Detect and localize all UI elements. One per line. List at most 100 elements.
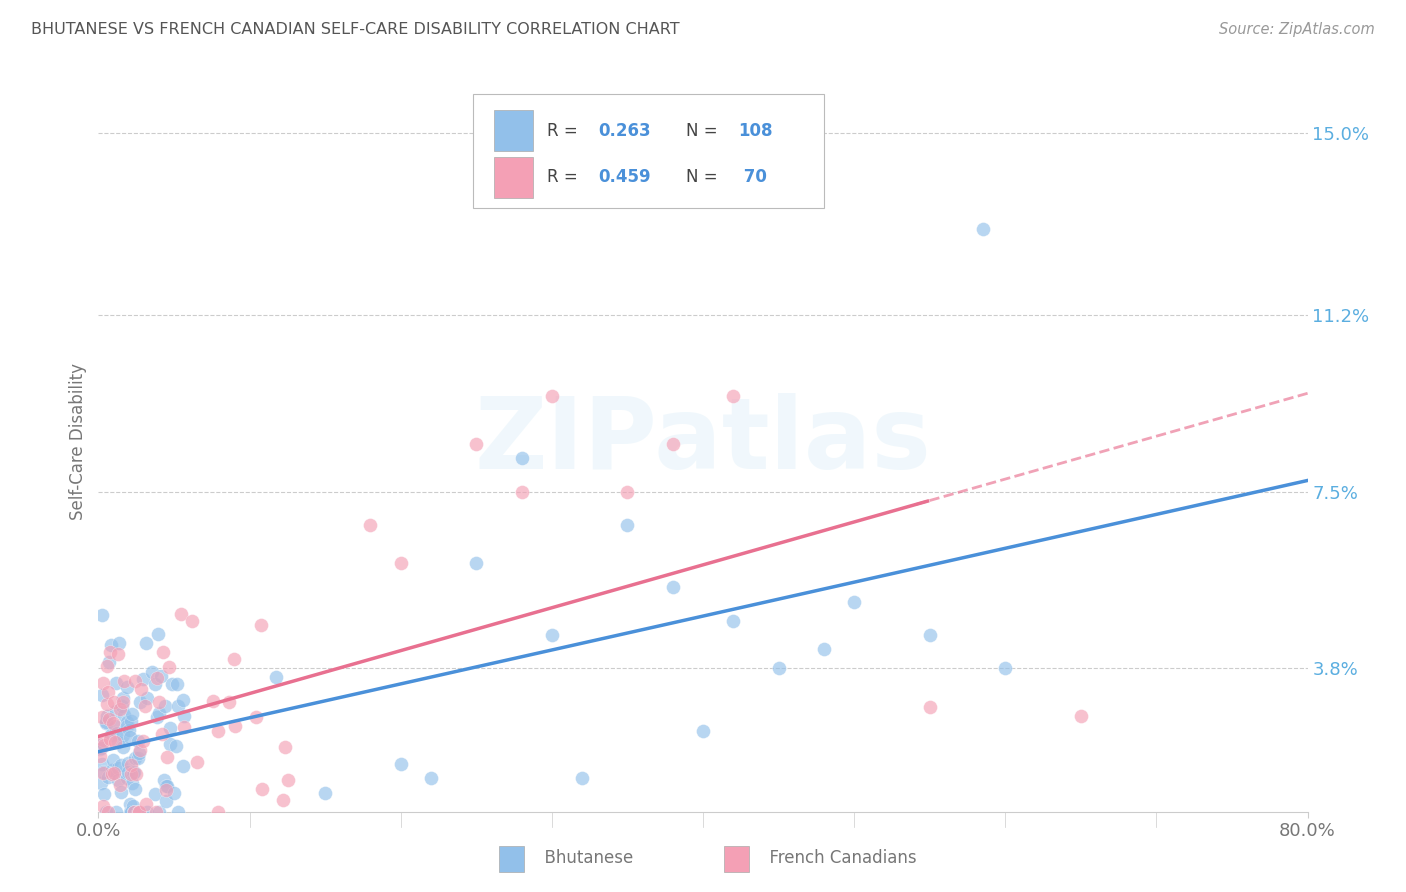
Point: [97, 685, 120, 699]
Point: [107, 761, 129, 775]
Point: [100, 639, 122, 653]
Point: [972, 222, 994, 236]
Point: [120, 805, 142, 819]
Point: [108, 636, 131, 650]
Point: [90, 776, 112, 790]
Point: [146, 709, 169, 723]
FancyBboxPatch shape: [474, 94, 824, 209]
Point: [156, 779, 179, 793]
Text: N =: N =: [686, 169, 723, 186]
Text: R =: R =: [547, 121, 583, 139]
Point: [98, 645, 121, 659]
Point: [159, 738, 181, 752]
Point: [115, 714, 138, 729]
Point: [616, 518, 638, 533]
Point: [420, 772, 443, 786]
Point: [170, 607, 193, 621]
Bar: [494, 157, 533, 198]
Point: [768, 661, 790, 675]
Point: [918, 699, 941, 714]
Point: [121, 799, 143, 814]
Point: [274, 740, 297, 755]
Point: [117, 765, 139, 780]
Point: [159, 721, 181, 735]
Point: [101, 753, 124, 767]
Point: [107, 773, 129, 788]
Point: [101, 715, 124, 730]
Point: [207, 724, 229, 739]
Point: [124, 782, 146, 797]
Point: [97, 805, 120, 819]
Point: [156, 750, 179, 764]
Point: [112, 674, 135, 689]
Point: [723, 614, 745, 628]
Point: [813, 642, 835, 657]
Point: [250, 781, 273, 796]
Text: Source: ZipAtlas.com: Source: ZipAtlas.com: [1219, 22, 1375, 37]
Point: [264, 670, 287, 684]
Point: [155, 783, 177, 797]
Point: [692, 723, 714, 738]
Point: [101, 763, 124, 777]
Text: N =: N =: [686, 121, 723, 139]
Point: [91, 676, 114, 690]
Point: [202, 694, 225, 708]
Point: [245, 710, 267, 724]
Point: [91, 688, 114, 702]
Point: [389, 557, 412, 571]
Point: [167, 699, 190, 714]
Point: [129, 694, 152, 708]
Text: 70: 70: [738, 169, 766, 186]
Point: [103, 695, 125, 709]
Point: [167, 805, 190, 819]
Point: [115, 719, 138, 733]
Point: [91, 798, 114, 813]
Point: [129, 681, 152, 696]
Point: [91, 764, 114, 779]
Point: [105, 726, 128, 740]
Point: [127, 805, 149, 819]
Point: [96, 709, 118, 723]
Point: [110, 758, 132, 772]
Point: [121, 765, 143, 780]
Point: [98, 731, 121, 746]
Point: [132, 734, 155, 748]
Point: [112, 695, 135, 709]
Point: [1070, 709, 1092, 723]
Point: [94, 714, 117, 729]
Point: [107, 648, 129, 662]
Point: [110, 784, 132, 798]
Point: [127, 751, 149, 765]
Point: [136, 690, 159, 705]
Point: [112, 691, 135, 706]
Point: [97, 712, 120, 726]
Point: [120, 757, 142, 772]
Point: [90, 740, 112, 755]
Point: [111, 699, 134, 714]
Point: [148, 706, 170, 720]
Point: [186, 755, 208, 769]
Text: 0.459: 0.459: [598, 169, 651, 186]
Point: [91, 607, 114, 622]
Point: [152, 772, 174, 787]
Point: [172, 693, 194, 707]
Point: [150, 726, 173, 740]
Point: [150, 669, 173, 683]
Point: [314, 786, 336, 800]
Point: [389, 756, 412, 771]
Text: BHUTANESE VS FRENCH CANADIAN SELF-CARE DISABILITY CORRELATION CHART: BHUTANESE VS FRENCH CANADIAN SELF-CARE D…: [31, 22, 679, 37]
Point: [218, 695, 240, 709]
Point: [125, 766, 148, 780]
Point: [571, 772, 593, 786]
Point: [143, 677, 166, 691]
Point: [661, 437, 683, 451]
Point: [111, 740, 134, 755]
Point: [723, 389, 745, 403]
Point: [96, 697, 118, 711]
Point: [129, 743, 152, 757]
Point: [96, 658, 118, 673]
Point: [141, 665, 163, 679]
Point: [115, 681, 138, 695]
Point: [146, 626, 169, 640]
Point: [222, 652, 245, 666]
